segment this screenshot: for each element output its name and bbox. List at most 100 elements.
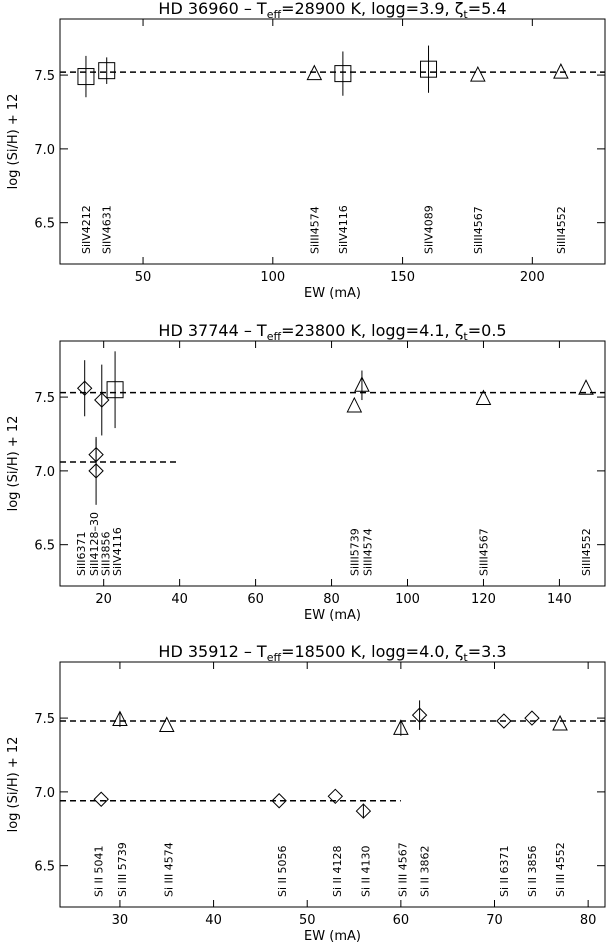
chart-title: HD 37744 – Teff=23800 K, logg=4.1, ζt=0.…: [158, 321, 506, 343]
data-point-diamond: [93, 791, 109, 807]
line-id-label: Si II 5041: [92, 845, 105, 897]
data-point-diamond: [411, 707, 428, 723]
data-point-triangle: [552, 714, 568, 731]
x-tick-label: 40: [171, 592, 188, 607]
plot-frame: [59, 661, 606, 908]
data-point-triangle: [578, 379, 594, 395]
x-tick-label: 60: [247, 592, 264, 607]
data-point-square: [98, 62, 116, 80]
line-id-label: SiIV4631: [101, 205, 114, 254]
x-tick-label: 80: [323, 592, 340, 607]
line-id-label: Si II 4130: [359, 845, 372, 897]
plot-frame: [59, 340, 606, 587]
x-tick-label: 200: [520, 270, 545, 285]
line-id-label: SiIII4567: [472, 206, 485, 254]
data-point-triangle: [393, 719, 409, 735]
data-point-triangle: [112, 710, 128, 727]
chart-title: HD 36960 – Teff=28900 K, logg=3.9, ζt=5.…: [158, 0, 506, 21]
title-star: HD 37744: [158, 321, 238, 340]
x-tick-label: 30: [112, 913, 129, 928]
y-tick-label: 7.0: [34, 143, 55, 158]
title-logg: logg=4.0: [371, 642, 444, 661]
data-point-diamond: [271, 793, 287, 809]
data-point-square: [420, 60, 438, 78]
data-point-diamond: [524, 710, 540, 726]
x-tick-label: 150: [390, 270, 415, 285]
data-point-triangle: [306, 64, 323, 81]
line-id-label: SiIII4574: [308, 206, 321, 254]
line-id-label: Si III 4574: [163, 842, 176, 897]
y-tick-label: 7.0: [34, 786, 55, 801]
x-tick-label: 40: [205, 913, 222, 928]
line-id-label: SiIV4116: [337, 205, 350, 254]
x-tick-label: 20: [95, 592, 112, 607]
chart-panel-1: HD 36960 – Teff=28900 K, logg=3.9, ζt=5.…: [6, 0, 606, 301]
data-point-square: [106, 381, 124, 399]
data-point-triangle: [470, 65, 486, 82]
x-tick-label: 120: [471, 592, 496, 607]
y-axis-label: log (Si/H) + 12: [6, 737, 21, 833]
title-teff: 18500 K: [294, 642, 361, 661]
y-axis-label: log (Si/H) + 12: [6, 94, 21, 190]
line-id-label: SiII6371: [75, 531, 88, 576]
x-axis-label: EW (mA): [304, 286, 361, 301]
x-axis-label: EW (mA): [304, 608, 361, 623]
line-id-label: Si II 3856: [526, 845, 539, 897]
line-id-label: Si II 5056: [276, 845, 289, 897]
line-id-label: SiIII4567: [477, 528, 490, 576]
data-point-diamond: [496, 713, 512, 729]
title-logg: logg=3.9: [371, 0, 444, 18]
y-tick-label: 7.0: [34, 465, 55, 480]
data-point-triangle: [475, 389, 492, 406]
y-tick-label: 6.5: [34, 217, 55, 232]
line-id-label: SiIII5739: [348, 528, 361, 576]
chart-panel-2: HD 37744 – Teff=23800 K, logg=4.1, ζt=0.…: [6, 321, 606, 623]
x-tick-label: 140: [547, 592, 572, 607]
data-point-diamond: [355, 803, 372, 819]
line-id-label: SiII4128–30: [88, 512, 101, 576]
title-teff: 23800 K: [294, 321, 361, 340]
x-tick-label: 60: [393, 913, 410, 928]
data-point-square: [77, 68, 95, 86]
title-zeta: 5.4: [481, 0, 506, 18]
title-logg: logg=4.1: [371, 321, 444, 340]
title-zeta: 0.5: [481, 321, 506, 340]
title-star: HD 36960: [158, 0, 238, 18]
line-id-label: SiIII4574: [362, 528, 375, 576]
title-star: HD 35912: [158, 642, 238, 661]
y-tick-label: 6.5: [34, 539, 55, 554]
data-point-triangle: [158, 716, 175, 732]
y-tick-label: 6.5: [34, 860, 55, 875]
title-zeta: 3.3: [481, 642, 506, 661]
x-tick-label: 50: [135, 270, 152, 285]
line-id-label: SiII3856: [100, 531, 113, 576]
data-point-triangle: [346, 396, 363, 413]
data-point-diamond: [76, 380, 93, 396]
line-id-label: Si III 4567: [397, 842, 410, 897]
x-tick-label: 100: [260, 270, 285, 285]
x-tick-label: 50: [299, 913, 316, 928]
x-axis-label: EW (mA): [304, 929, 361, 944]
line-id-label: Si III 5739: [116, 842, 129, 897]
x-tick-label: 70: [486, 913, 503, 928]
line-id-label: SiIV4116: [111, 527, 124, 576]
data-point-triangle: [553, 63, 569, 79]
line-id-label: SiIII4552: [555, 206, 568, 254]
plot-frame: [59, 18, 606, 265]
line-id-label: SiIV4212: [80, 205, 93, 254]
title-teff: 28900 K: [294, 0, 361, 18]
data-point-diamond: [327, 788, 344, 805]
data-point-triangle: [354, 376, 370, 392]
chart-panel-3: HD 35912 – Teff=18500 K, logg=4.0, ζt=3.…: [6, 642, 606, 944]
y-tick-label: 7.5: [34, 712, 55, 727]
line-id-label: SiIV4089: [423, 205, 436, 254]
line-id-label: Si II 3862: [418, 845, 431, 897]
line-id-label: Si II 4128: [331, 845, 344, 897]
x-tick-label: 100: [395, 592, 420, 607]
chart-title: HD 35912 – Teff=18500 K, logg=4.0, ζt=3.…: [158, 642, 506, 664]
line-id-label: Si II 6371: [498, 845, 511, 897]
y-axis-label: log (Si/H) + 12: [6, 416, 21, 512]
x-tick-label: 80: [580, 913, 597, 928]
y-tick-label: 7.5: [34, 391, 55, 406]
